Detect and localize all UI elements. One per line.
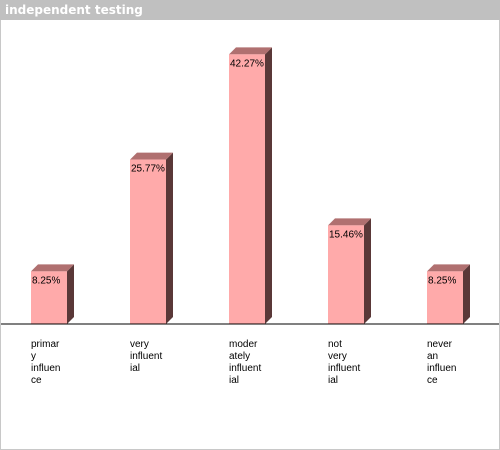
data-label-0: 8.25% xyxy=(32,275,60,286)
category-label-2: moder ately influent ial xyxy=(229,339,261,386)
chart-title: independent testing xyxy=(5,3,143,17)
bar-0 xyxy=(31,271,67,324)
bar-top-3 xyxy=(328,218,371,226)
bar-4 xyxy=(427,271,463,324)
bar-side-3 xyxy=(364,218,371,324)
bar-side-1 xyxy=(166,152,173,324)
bar-side-4 xyxy=(463,264,470,324)
category-label-0: primar y influen ce xyxy=(31,339,60,386)
bar-side-0 xyxy=(67,264,74,324)
title-bar: independent testing xyxy=(0,0,500,20)
bar-3 xyxy=(328,225,364,324)
data-label-2: 42.27% xyxy=(230,58,264,69)
bar-top-4 xyxy=(427,264,470,272)
category-label-3: not very influent ial xyxy=(328,339,360,386)
bar-1 xyxy=(130,159,166,324)
category-label-1: very influent ial xyxy=(130,339,162,374)
bar-top-0 xyxy=(31,264,74,272)
category-label-4: never an influen ce xyxy=(427,339,456,386)
bar-top-1 xyxy=(130,152,173,160)
bar-top-2 xyxy=(229,47,272,55)
data-label-4: 8.25% xyxy=(428,275,456,286)
bar-side-2 xyxy=(265,47,272,325)
bar-2 xyxy=(229,54,265,325)
data-label-3: 15.46% xyxy=(329,229,363,240)
data-label-1: 25.77% xyxy=(131,164,165,175)
